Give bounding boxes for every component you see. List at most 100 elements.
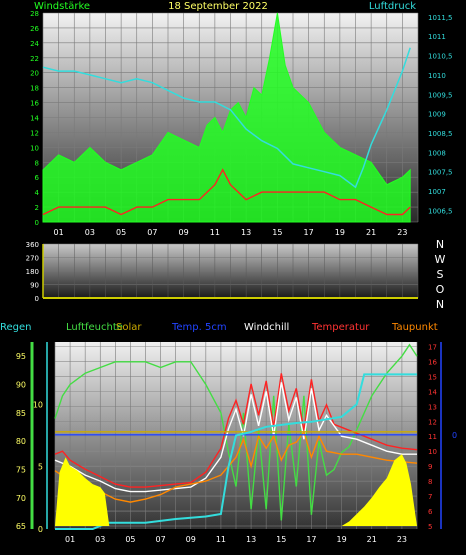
x-tick-label: 01 <box>54 228 64 237</box>
x-tick-label: 19 <box>336 535 346 544</box>
x-tick-label: 17 <box>306 535 316 544</box>
wind-y-tick: 2 <box>35 204 39 212</box>
x-tick-label: 13 <box>246 535 256 544</box>
pressure-y-tick: 1009 <box>428 111 446 119</box>
pressure-y-tick: 1006,5 <box>428 207 453 215</box>
x-tick-label: 01 <box>65 535 75 544</box>
wind-base-series <box>42 168 411 216</box>
direction-y-tick: 270 <box>26 255 39 263</box>
chart-date-title: 18 September 2022 <box>168 1 268 12</box>
x-tick-label: 11 <box>210 228 220 237</box>
compass-label: O <box>436 283 445 296</box>
x-tick-label: 23 <box>397 535 407 544</box>
compass-label: W <box>435 253 446 266</box>
legend-temperatur: Temperatur <box>311 322 370 333</box>
wind-y-tick: 14 <box>30 115 39 123</box>
pressure-y-tick: 1010 <box>428 72 446 80</box>
climate-panel-grid <box>54 342 418 529</box>
compass-label: N <box>436 298 444 311</box>
humidity-axis: 65 70 75 80 85 90 95 <box>16 352 26 531</box>
legend-temp-5cm: Temp. 5cm <box>171 322 227 333</box>
x-tick-label: 21 <box>367 535 377 544</box>
wind-y-tick: 12 <box>30 129 39 137</box>
wind-y-tick: 16 <box>30 100 39 108</box>
direction-y-tick: 90 <box>30 282 39 290</box>
temp5cm-y-tick: 0 <box>452 431 457 440</box>
humidity-y-tick: 90 <box>16 381 26 390</box>
wind-y-tick: 20 <box>30 70 39 78</box>
pressure-y-tick: 1011 <box>428 33 446 41</box>
humidity-y-tick: 65 <box>16 522 26 531</box>
direction-y-tick: 0 <box>35 295 39 303</box>
temperature-y-tick: 17 <box>428 343 437 351</box>
x-tick-label: 17 <box>304 228 314 237</box>
x-tick-label: 21 <box>366 228 376 237</box>
x-tick-label: 07 <box>155 535 165 544</box>
x-tick-label: 09 <box>179 228 189 237</box>
temperature-y-tick: 11 <box>428 433 437 441</box>
climate-panel-series <box>30 342 442 530</box>
pressure-y-tick: 1008 <box>428 149 446 157</box>
humidity-y-tick: 85 <box>16 409 26 418</box>
rain-y-tick: 0 <box>38 525 43 534</box>
wind-left-title: Windstärke <box>34 1 90 12</box>
series-luftfeuchte <box>54 343 418 521</box>
wind-y-tick: 6 <box>35 174 40 182</box>
series-windchill <box>54 382 417 493</box>
pressure-y-tick: 1007 <box>428 188 446 196</box>
pressure-right-title: Luftdruck <box>369 1 416 12</box>
temperature-axis: 5 6 7 8 9 10 11 12 13 14 15 16 17 0 <box>428 343 457 531</box>
wind-y-tick: 18 <box>30 85 39 93</box>
pressure-y-tick: 1007,5 <box>428 169 453 177</box>
temperature-y-tick: 5 <box>428 523 432 531</box>
pressure-right-axis: 1006,5 1007 1007,5 1008 1008,5 1009 1009,5 1010… <box>428 14 453 216</box>
pressure-y-tick: 1008,5 <box>428 130 453 138</box>
x-tick-label: 15 <box>272 228 282 237</box>
wind-y-tick: 10 <box>30 144 39 152</box>
climate-x-axis: 01 03 05 07 09 11 13 15 17 19 21 23 <box>65 535 407 544</box>
temperature-y-tick: 15 <box>428 373 437 381</box>
temperature-y-tick: 6 <box>428 508 433 516</box>
humidity-y-tick: 75 <box>16 466 26 475</box>
series-temperatur <box>54 373 418 488</box>
x-tick-label: 13 <box>241 228 251 237</box>
direction-y-tick: 360 <box>26 241 39 249</box>
x-tick-label: 23 <box>397 228 407 237</box>
pressure-y-tick: 1009,5 <box>428 91 453 99</box>
series-solar-fill <box>55 454 417 526</box>
legend-regen: Regen <box>0 322 32 333</box>
wind-y-tick: 4 <box>35 189 40 197</box>
pressure-y-tick: 1011,5 <box>428 14 453 22</box>
x-tick-label: 15 <box>276 535 286 544</box>
direction-y-tick: 180 <box>26 268 39 276</box>
legend: Regen Luftfeuchte Solar Temp. 5cm Windch… <box>0 322 438 333</box>
compass-label: N <box>436 238 444 251</box>
rain-axis: 0 5 10 <box>33 400 43 534</box>
direction-left-axis: 0 90 180 270 360 <box>26 241 39 303</box>
wind-y-tick: 28 <box>30 10 39 18</box>
wind-y-tick: 8 <box>35 159 39 167</box>
temperature-y-tick: 9 <box>428 463 432 471</box>
pressure-series <box>42 47 411 189</box>
wind-y-tick: 22 <box>30 55 39 63</box>
x-tick-label: 05 <box>125 535 135 544</box>
series-taupunkt <box>54 430 418 503</box>
wind-y-tick: 0 <box>35 219 39 227</box>
temperature-y-tick: 7 <box>428 493 432 501</box>
temperature-y-tick: 8 <box>428 478 432 486</box>
wind-y-tick: 24 <box>30 40 39 48</box>
pressure-y-tick: 1010,5 <box>428 53 453 61</box>
temperature-y-tick: 12 <box>428 418 437 426</box>
x-tick-label: 03 <box>95 535 105 544</box>
direction-panel-series <box>42 244 418 299</box>
wind-y-tick: 26 <box>30 25 39 33</box>
temperature-y-tick: 14 <box>428 388 437 396</box>
humidity-y-tick: 95 <box>16 352 26 361</box>
x-tick-label: 05 <box>116 228 126 237</box>
compass-label: S <box>437 268 444 281</box>
x-tick-label: 11 <box>216 535 226 544</box>
wind-panel-series <box>42 12 411 223</box>
